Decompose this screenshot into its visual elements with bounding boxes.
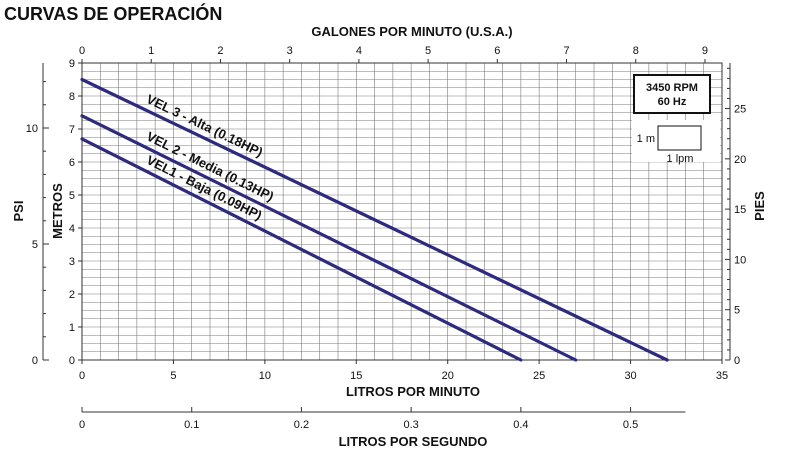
y-pies-tick-label: 0 — [734, 355, 740, 367]
y-tick-label: 7 — [69, 124, 75, 136]
y-tick-label: 4 — [69, 223, 75, 235]
y-psi-tick-label: 10 — [26, 123, 38, 135]
y-tick-label: 9 — [69, 58, 75, 70]
speed-hz-label: 60 Hz — [658, 96, 687, 108]
y-tick-label: 1 — [69, 322, 75, 334]
x-top-tick-label: 5 — [425, 45, 431, 57]
x-top-axis-title: GALONES POR MINUTO (U.S.A.) — [311, 24, 512, 39]
x-top-tick-label: 8 — [633, 45, 639, 57]
x-tick-label: 0 — [79, 370, 85, 382]
x-top-tick-label: 9 — [702, 45, 708, 57]
x-tick-label: 30 — [624, 370, 636, 382]
x-tick-label: 20 — [442, 370, 454, 382]
x-top-tick-label: 4 — [356, 45, 362, 57]
y-psi-axis-title: PSI — [11, 201, 26, 222]
x-axis-gpm: 0 1 2 3 4 5 6 7 8 9 — [79, 45, 722, 64]
x-top-tick-label: 2 — [217, 45, 223, 57]
y-axis-title: METROS — [50, 183, 65, 239]
x-tick-label: 25 — [533, 370, 545, 382]
y-pies-tick-label: 25 — [734, 104, 746, 116]
y-psi-tick-label: 0 — [32, 355, 38, 367]
y-tick-label: 5 — [69, 190, 75, 202]
x-lps-axis-title: LITROS POR SEGUNDO — [339, 434, 488, 449]
y-axis-pies: 0 5 10 15 20 25 — [725, 63, 746, 367]
y-pies-axis-title: PIES — [752, 191, 767, 221]
curve-3 — [80, 137, 523, 362]
y-tick-label: 3 — [69, 256, 75, 268]
x-lps-tick-label: 0.1 — [184, 419, 199, 431]
x-lps-tick-label: 0.5 — [623, 419, 638, 431]
y-pies-tick-label: 5 — [734, 305, 740, 317]
x-lps-tick-label: 0.4 — [513, 419, 528, 431]
curve-2 — [80, 114, 578, 362]
x-top-tick-label: 6 — [494, 45, 500, 57]
curves — [80, 77, 669, 362]
x-axis-lps: 0 0.1 0.2 0.3 0.4 0.5 — [79, 407, 686, 431]
x-top-tick-label: 1 — [148, 45, 154, 57]
scale-key-box — [657, 125, 702, 151]
curve-1 — [80, 77, 669, 362]
speed-rpm-label: 3450 RPM — [646, 82, 698, 94]
grid — [81, 62, 723, 361]
x-lps-tick-label: 0.3 — [403, 419, 418, 431]
y-tick-label: 2 — [69, 289, 75, 301]
y-pies-tick-label: 20 — [734, 154, 746, 166]
x-axis-title: LITROS POR MINUTO — [346, 384, 480, 399]
speed-box — [633, 74, 711, 114]
x-top-tick-label: 0 — [79, 45, 85, 57]
x-top-tick-label: 3 — [287, 45, 293, 57]
x-tick-label: 5 — [170, 370, 176, 382]
x-tick-label: 15 — [350, 370, 362, 382]
scale-key-vertical: 1 m — [637, 133, 655, 145]
y-axis-metros: 0 1 2 3 4 5 6 7 8 9 — [69, 58, 82, 367]
x-axis-lpm: 0 5 10 15 20 25 30 35 — [79, 360, 728, 382]
y-pies-tick-label: 15 — [734, 204, 746, 216]
x-top-tick-label: 7 — [563, 45, 569, 57]
y-psi-tick-label: 5 — [32, 239, 38, 251]
scale-key-horizontal: 1 lpm — [667, 153, 694, 165]
chart-title: CURVAS DE OPERACIÓN — [4, 3, 222, 24]
x-lps-tick-label: 0.2 — [294, 419, 309, 431]
y-tick-label: 6 — [69, 157, 75, 169]
y-axis-psi: 0 5 10 — [26, 63, 49, 367]
y-pies-tick-label: 10 — [734, 254, 746, 266]
x-lps-tick-label: 0 — [79, 419, 85, 431]
x-tick-label: 35 — [716, 370, 728, 382]
x-tick-label: 10 — [259, 370, 271, 382]
y-tick-label: 8 — [69, 91, 75, 103]
y-tick-label: 0 — [69, 355, 75, 367]
